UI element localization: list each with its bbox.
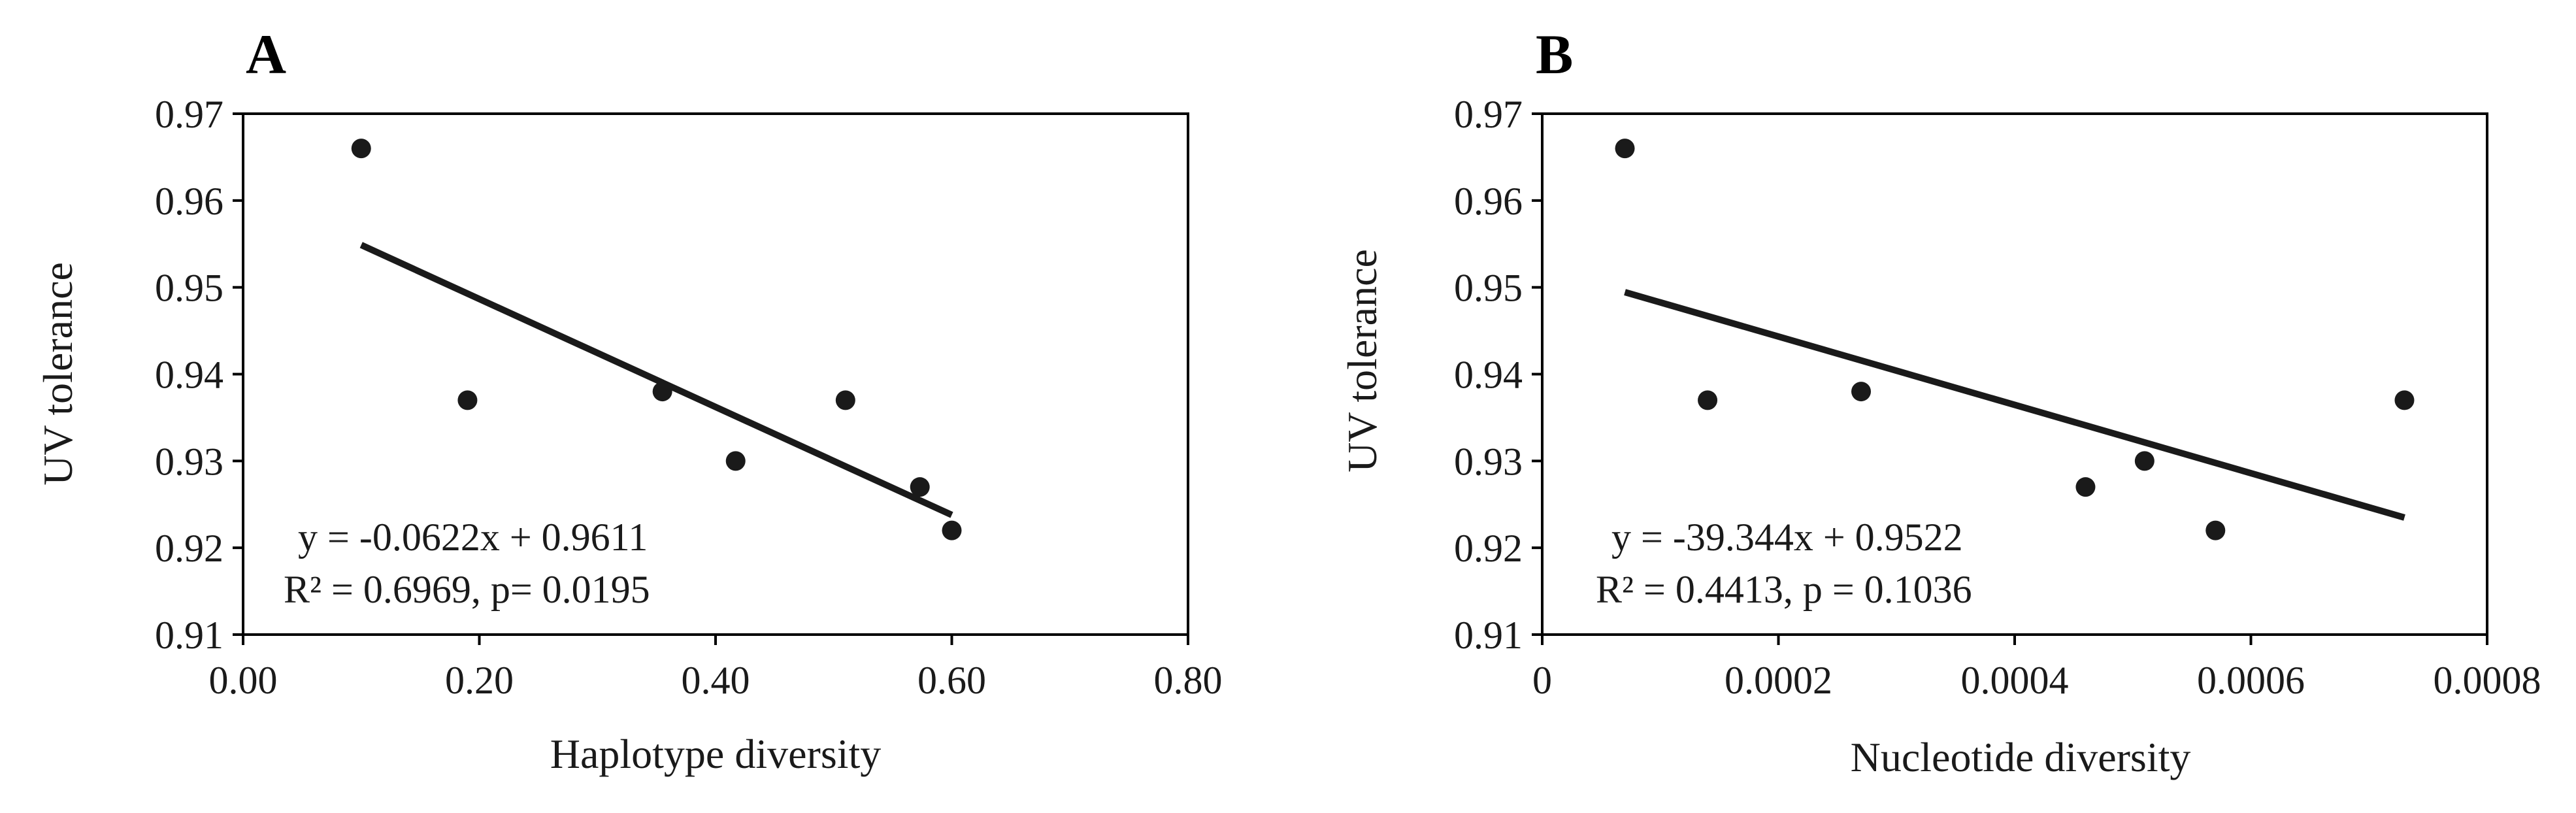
y-axis: 0.91 0.92 0.93 0.94 0.95 0.96 0.97 — [155, 93, 243, 657]
panel-label: A — [246, 23, 286, 86]
y-tick-label: 0.93 — [155, 440, 223, 483]
regression-stats: R² = 0.6969, p= 0.0195 — [284, 568, 650, 611]
data-point — [910, 477, 930, 497]
panel-label: B — [1536, 23, 1573, 86]
panel-b: B 0.91 0.92 0.93 0.94 0.95 0.96 0.97 0 0.0002 0.… — [1339, 23, 2541, 780]
data-point — [942, 520, 962, 540]
x-tick-label: 0 — [1532, 659, 1552, 702]
data-point — [2075, 477, 2096, 497]
data-points — [1615, 139, 2415, 540]
x-tick-label: 0.0006 — [2197, 659, 2305, 702]
data-point — [1698, 390, 1718, 410]
y-tick-label: 0.92 — [155, 527, 223, 570]
data-point — [1615, 139, 1635, 159]
trendline — [1624, 289, 2405, 521]
data-point — [351, 139, 371, 159]
x-axis-title: Nucleotide diversity — [1851, 734, 2191, 780]
x-axis-title: Haplotype diversity — [550, 731, 882, 777]
y-axis: 0.91 0.92 0.93 0.94 0.95 0.96 0.97 — [1454, 93, 1542, 657]
data-point — [835, 390, 855, 410]
data-points — [351, 139, 962, 540]
y-tick-label: 0.96 — [155, 180, 223, 223]
panel-a: A 0.910.920.930.940.950.960.97 0.00 0.20 0… — [35, 23, 1223, 777]
trendline-group — [1624, 289, 2405, 521]
data-point — [2394, 390, 2415, 410]
x-tick-label: 0.20 — [445, 659, 514, 702]
y-axis-title: UV tolerance — [1339, 249, 1385, 473]
x-tick-label: 0.0008 — [2434, 659, 2541, 702]
x-tick-label: 0.0004 — [1961, 659, 2069, 702]
y-tick-label: 0.91 — [155, 614, 223, 657]
data-point — [652, 382, 672, 402]
y-tick-label: 0.96 — [1454, 180, 1523, 223]
trendline — [359, 242, 953, 518]
regression-equation: y = -0.0622x + 0.9611 — [298, 516, 648, 559]
data-point — [457, 390, 478, 410]
data-point — [1851, 382, 1872, 402]
x-tick-label: 0.00 — [209, 659, 278, 702]
y-tick-label: 0.94 — [1454, 354, 1523, 397]
y-tick-label: 0.94 — [155, 354, 223, 397]
y-tick-label: 0.97 — [155, 93, 223, 136]
trendline-group — [359, 242, 953, 518]
x-axis: 0 0.0002 0.0004 0.0006 0.0008 — [1532, 635, 2541, 702]
data-point — [2205, 520, 2226, 540]
y-axis-title: UV tolerance — [35, 262, 81, 486]
regression-stats: R² = 0.4413, p = 0.1036 — [1596, 568, 1972, 611]
y-tick-label: 0.95 — [155, 267, 223, 310]
x-tick-label: 0.0002 — [1725, 659, 1832, 702]
x-axis: 0.00 0.20 0.40 0.60 0.80 — [209, 635, 1223, 702]
x-tick-label: 0.60 — [917, 659, 986, 702]
y-tick-label: 0.93 — [1454, 440, 1523, 483]
y-tick-label: 0.97 — [1454, 93, 1523, 136]
x-tick-label: 0.40 — [682, 659, 750, 702]
regression-equation: y = -39.344x + 0.9522 — [1611, 516, 1963, 559]
y-tick-label: 0.95 — [1454, 267, 1523, 310]
y-tick-label: 0.91 — [1454, 614, 1523, 657]
y-tick-label: 0.92 — [1454, 527, 1523, 570]
x-tick-label: 0.80 — [1154, 659, 1223, 702]
data-point — [725, 451, 746, 471]
data-point — [2134, 451, 2155, 471]
